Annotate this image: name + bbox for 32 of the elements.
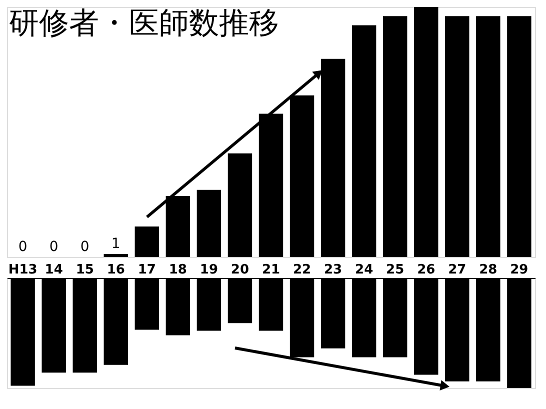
x-tick-label: 23 — [324, 262, 342, 278]
bar — [382, 16, 408, 257]
x-tick-label: H13 — [8, 262, 38, 278]
x-tick-label: 22 — [292, 262, 312, 278]
data-label: 0 — [18, 239, 28, 255]
bar — [445, 16, 470, 257]
x-tick-label: 28 — [479, 262, 498, 278]
data-label: 0 — [49, 239, 58, 255]
x-tick-label: 16 — [106, 262, 125, 278]
bar — [352, 25, 376, 257]
x-tick-label: 19 — [200, 262, 218, 278]
x-tick-label: 27 — [448, 262, 466, 278]
bar — [414, 7, 438, 257]
bar — [104, 254, 128, 257]
data-label: 0 — [80, 239, 90, 255]
bar — [134, 226, 160, 257]
x-tick-label: 14 — [44, 262, 63, 278]
x-tick-label: 26 — [417, 262, 436, 278]
chart-title: 研修者・医師数推移 — [9, 6, 279, 41]
x-tick-label: 25 — [386, 262, 404, 278]
x-tick-label: 15 — [76, 262, 94, 278]
x-tick-label: 29 — [510, 262, 528, 278]
bar — [196, 190, 222, 257]
x-tick-label: 24 — [355, 262, 374, 278]
bar — [228, 153, 252, 257]
x-tick-label: 18 — [168, 262, 187, 278]
x-tick-label: 20 — [230, 262, 250, 278]
bar — [476, 16, 500, 257]
x-tick-label: 21 — [262, 262, 280, 278]
bar — [507, 16, 532, 257]
data-label: 1 — [111, 236, 120, 252]
x-tick-label: 17 — [138, 262, 156, 278]
